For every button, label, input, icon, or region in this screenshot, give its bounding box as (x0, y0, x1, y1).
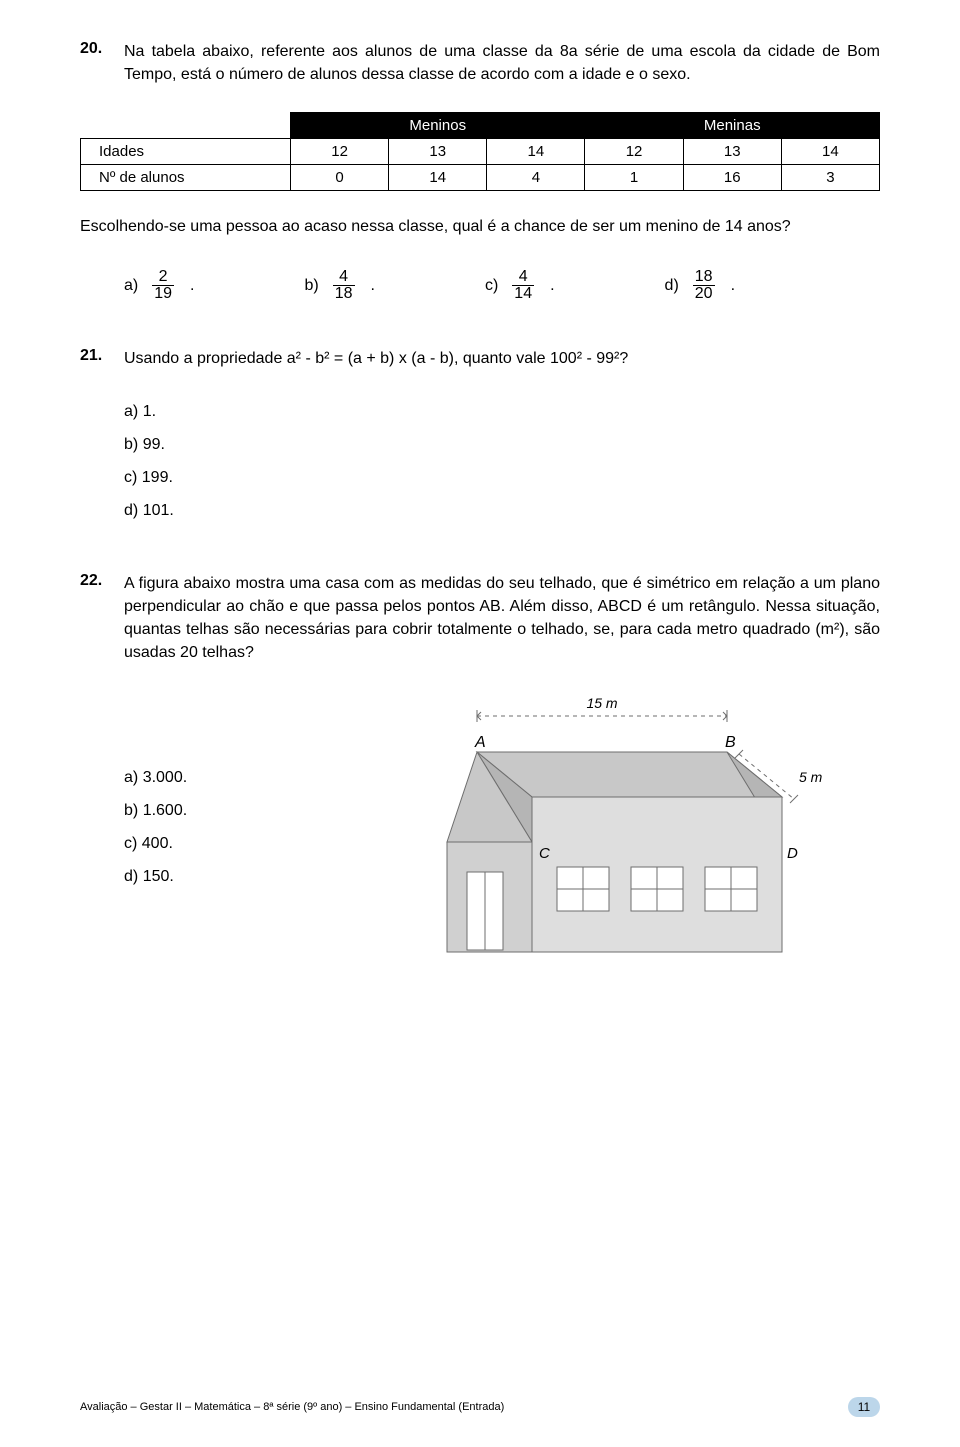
q20-data-table: Meninos Meninas Idades 12 13 14 12 13 14… (80, 112, 880, 191)
fraction: 4 18 (333, 269, 355, 304)
point-a-label: A (474, 734, 486, 751)
q22-number: 22. (80, 572, 124, 590)
q21-text: Usando a propriedade a² - b² = (a + b) x… (124, 347, 628, 370)
q22-header: 22. A figura abaixo mostra uma casa com … (80, 572, 880, 665)
period: . (190, 277, 194, 295)
house-svg: 15 m A B 5 m (407, 692, 837, 992)
cell: 13 (389, 139, 487, 165)
cell: 12 (291, 139, 389, 165)
table-header-meninos: Meninos (291, 113, 585, 139)
option-value: 150. (143, 868, 174, 885)
footer-text: Avaliação – Gestar II – Matemática – 8ª … (80, 1401, 504, 1413)
fraction-den: 19 (152, 286, 174, 303)
house-figure: 15 m A B 5 m (364, 692, 880, 992)
page-number-badge: 11 (848, 1397, 880, 1417)
q21-option-d: d) 101. (124, 495, 880, 528)
option-value: 1. (143, 403, 156, 420)
q20-table: Meninos Meninas Idades 12 13 14 12 13 14… (80, 112, 880, 191)
q22-option-c: c) 400. (124, 828, 364, 861)
fraction: 2 19 (152, 269, 174, 304)
row-label-idades: Idades (81, 139, 291, 165)
q21-option-b: b) 99. (124, 429, 880, 462)
cell: 14 (389, 165, 487, 191)
table-row: Nº de alunos 0 14 4 1 16 3 (81, 165, 880, 191)
q20-text: Na tabela abaixo, referente aos alunos d… (124, 40, 880, 86)
fraction: 4 14 (512, 269, 534, 304)
fraction-num: 2 (157, 269, 170, 286)
period: . (550, 277, 554, 295)
q21-option-a: a) 1. (124, 396, 880, 429)
q22-figure-row: a) 3.000. b) 1.600. c) 400. d) 150. 15 m (80, 692, 880, 992)
cell: 14 (781, 139, 879, 165)
option-letter: c) (485, 277, 498, 295)
option-letter: a) (124, 277, 138, 295)
option-letter: c) (124, 469, 137, 486)
q20-options: a) 2 19 . b) 4 18 . c) 4 14 . d) (124, 269, 880, 304)
option-letter: c) (124, 835, 137, 852)
cell: 1 (585, 165, 683, 191)
fraction: 18 20 (693, 269, 715, 304)
question-22: 22. A figura abaixo mostra uma casa com … (80, 572, 880, 993)
cell: 14 (487, 139, 585, 165)
option-letter: d) (665, 277, 679, 295)
q22-option-b: b) 1.600. (124, 795, 364, 828)
fraction-num: 18 (693, 269, 715, 286)
option-value: 400. (142, 835, 173, 852)
cell: 12 (585, 139, 683, 165)
page-footer: Avaliação – Gestar II – Matemática – 8ª … (80, 1397, 880, 1417)
option-letter: b) (124, 802, 138, 819)
q20-option-b: b) 4 18 . (304, 269, 374, 304)
cell: 3 (781, 165, 879, 191)
q21-option-c: c) 199. (124, 462, 880, 495)
period: . (731, 277, 735, 295)
option-value: 199. (142, 469, 173, 486)
cell: 4 (487, 165, 585, 191)
cell: 0 (291, 165, 389, 191)
row-label-alunos: Nº de alunos (81, 165, 291, 191)
option-letter: a) (124, 403, 138, 420)
point-b-label: B (725, 734, 736, 751)
question-20: 20. Na tabela abaixo, referente aos alun… (80, 40, 880, 303)
period: . (371, 277, 375, 295)
table-header-meninas: Meninas (585, 113, 880, 139)
q22-option-d: d) 150. (124, 861, 364, 894)
q20-option-a: a) 2 19 . (124, 269, 194, 304)
q20-number: 20. (80, 40, 124, 58)
q22-text: A figura abaixo mostra uma casa com as m… (124, 572, 880, 665)
q20-option-c: c) 4 14 . (485, 269, 555, 304)
option-letter: d) (124, 868, 138, 885)
q20-header: 20. Na tabela abaixo, referente aos alun… (80, 40, 880, 86)
option-letter: b) (124, 436, 138, 453)
option-value: 101. (143, 502, 174, 519)
q21-options: a) 1. b) 99. c) 199. d) 101. (124, 396, 880, 527)
table-row: Idades 12 13 14 12 13 14 (81, 139, 880, 165)
dim-top-label: 15 m (586, 695, 617, 711)
table-blank-cell (81, 113, 291, 139)
question-21: 21. Usando a propriedade a² - b² = (a + … (80, 347, 880, 527)
fraction-den: 18 (333, 286, 355, 303)
q20-option-d: d) 18 20 . (665, 269, 735, 304)
fraction-num: 4 (517, 269, 530, 286)
option-letter: d) (124, 502, 138, 519)
q22-options: a) 3.000. b) 1.600. c) 400. d) 150. (124, 762, 364, 893)
dim-side-label: 5 m (799, 769, 823, 785)
option-letter: a) (124, 769, 138, 786)
option-value: 3.000. (143, 769, 187, 786)
q20-subtext: Escolhendo-se uma pessoa ao acaso nessa … (80, 215, 880, 238)
q22-option-a: a) 3.000. (124, 762, 364, 795)
q21-number: 21. (80, 347, 124, 365)
fraction-den: 14 (512, 286, 534, 303)
option-value: 1.600. (143, 802, 187, 819)
cell: 13 (683, 139, 781, 165)
q21-header: 21. Usando a propriedade a² - b² = (a + … (80, 347, 880, 370)
fraction-den: 20 (693, 286, 715, 303)
point-c-label: C (539, 845, 550, 862)
table-row: Meninos Meninas (81, 113, 880, 139)
option-value: 99. (143, 436, 165, 453)
option-letter: b) (304, 277, 318, 295)
fraction-num: 4 (337, 269, 350, 286)
point-d-label: D (787, 845, 798, 862)
cell: 16 (683, 165, 781, 191)
